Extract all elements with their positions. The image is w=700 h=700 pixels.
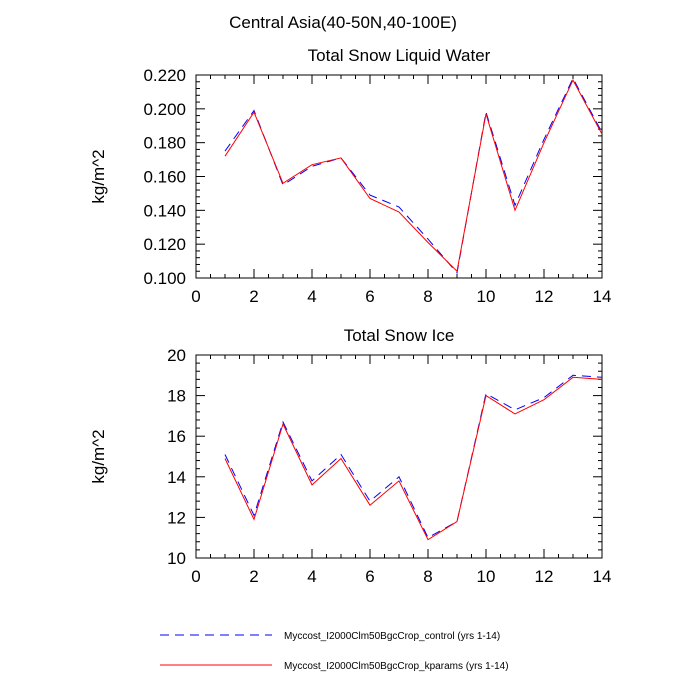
x-tick-label: 12 bbox=[535, 567, 554, 586]
x-tick-label: 2 bbox=[249, 287, 258, 306]
x-tick-label: 4 bbox=[307, 567, 316, 586]
legend-label-control: Myccost_I2000Clm50BgcCrop_control (yrs 1… bbox=[284, 631, 500, 642]
x-tick-label: 10 bbox=[477, 567, 496, 586]
x-tick-label: 0 bbox=[191, 287, 200, 306]
x-tick-label: 10 bbox=[477, 287, 496, 306]
y-tick-label: 18 bbox=[167, 387, 186, 406]
x-tick-label: 2 bbox=[249, 567, 258, 586]
chart-2: Total Snow Ice kg/m^2 0 2 4 6 8 10 12 14 10 12 14 16 1… bbox=[89, 326, 611, 586]
figure-suptitle: Central Asia(40-50N,40-100E) bbox=[229, 13, 457, 32]
x-tick-label: 14 bbox=[593, 567, 612, 586]
chart-title: Total Snow Liquid Water bbox=[308, 46, 491, 65]
chart-title: Total Snow Ice bbox=[344, 326, 455, 345]
legend-label-kparams: Myccost_I2000Clm50BgcCrop_kparams (yrs 1… bbox=[284, 661, 509, 672]
y-tick-label: 16 bbox=[167, 427, 186, 446]
y-tick-label: 10 bbox=[167, 549, 186, 568]
x-tick-label: 0 bbox=[191, 567, 200, 586]
legend: Myccost_I2000Clm50BgcCrop_control (yrs 1… bbox=[160, 631, 509, 672]
y-axis-label: kg/m^2 bbox=[89, 149, 108, 203]
y-tick-label: 0.200 bbox=[143, 100, 186, 119]
x-tick-label: 14 bbox=[593, 287, 612, 306]
x-tick-label: 6 bbox=[365, 567, 374, 586]
y-axis-label: kg/m^2 bbox=[89, 429, 108, 483]
x-tick-label: 12 bbox=[535, 287, 554, 306]
plot-frame bbox=[195, 74, 603, 279]
y-tick-label: 12 bbox=[167, 508, 186, 527]
series-line-kparams bbox=[224, 376, 603, 541]
x-tick-label: 4 bbox=[307, 287, 316, 306]
y-tick-label: 0.220 bbox=[143, 66, 186, 85]
y-tick-label: 0.180 bbox=[143, 134, 186, 153]
series-line-control bbox=[224, 77, 603, 275]
x-tick-label: 8 bbox=[423, 287, 432, 306]
plots: Total Snow Liquid Water kg/m^2 0 2 4 6 8 10 12 14… bbox=[89, 46, 611, 586]
y-tick-label: 0.140 bbox=[143, 201, 186, 220]
y-tick-label: 0.100 bbox=[143, 269, 186, 288]
y-tick-label: 14 bbox=[167, 468, 186, 487]
y-tick-label: 20 bbox=[167, 346, 186, 365]
chart-1: Total Snow Liquid Water kg/m^2 0 2 4 6 8 10 12 14… bbox=[89, 46, 611, 306]
x-tick-label: 8 bbox=[423, 567, 432, 586]
series-line-kparams bbox=[224, 78, 603, 273]
y-tick-label: 0.160 bbox=[143, 168, 186, 187]
plot-frame bbox=[195, 354, 603, 559]
series-line-control bbox=[224, 374, 603, 539]
x-tick-label: 6 bbox=[365, 287, 374, 306]
y-tick-label: 0.120 bbox=[143, 235, 186, 254]
